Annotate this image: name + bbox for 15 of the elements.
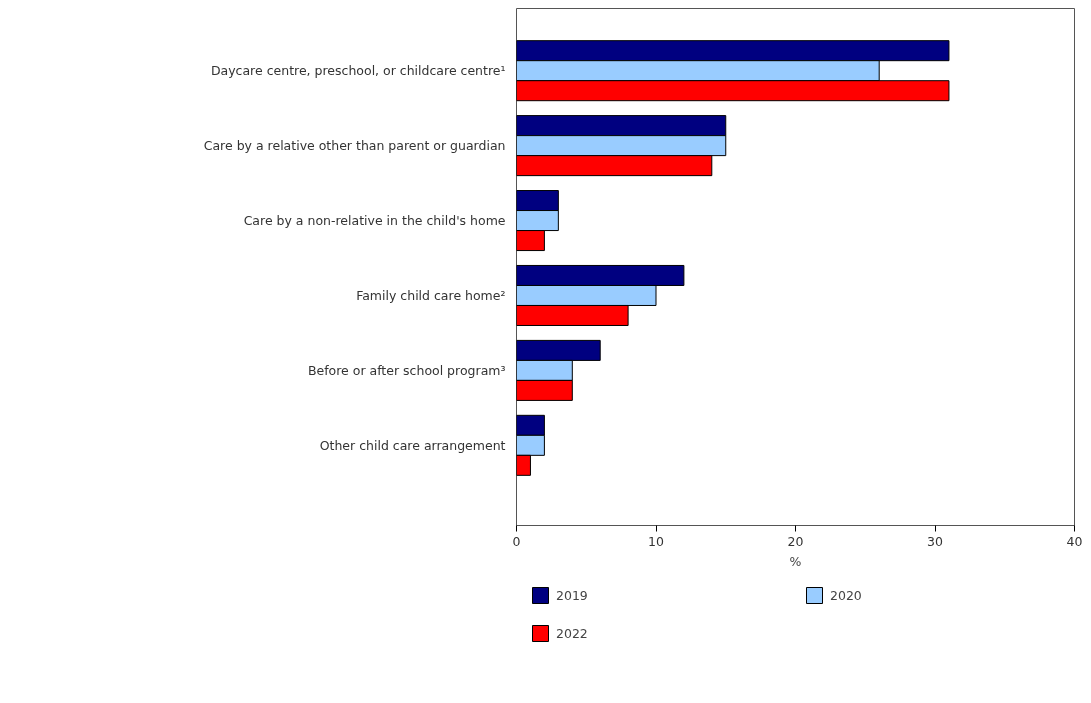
legend-label: 2022 (556, 625, 589, 641)
x-tick-label: 20 (787, 533, 804, 549)
x-tick-label: 10 (648, 533, 664, 549)
x-tick-label: 0 (512, 533, 521, 549)
y-tick-label: Family child care home² (356, 287, 506, 303)
x-tick-label: 30 (927, 533, 943, 549)
legend-label: 2020 (830, 587, 863, 603)
legend-label: 2019 (556, 587, 589, 603)
y-tick-label: Daycare centre, preschool, or childcare centre¹ (210, 63, 506, 79)
x-tick-label: 40 (1066, 533, 1083, 549)
y-tick-label: Care by a relative other than parent or guardian (203, 138, 506, 154)
y-tick-label: Other child care arrangement (319, 437, 506, 453)
x-axis-title: % (789, 553, 802, 569)
y-tick-label: Care by a non-relative in the child's home (243, 213, 506, 229)
y-tick-label: Before or after school program³ (307, 362, 506, 378)
